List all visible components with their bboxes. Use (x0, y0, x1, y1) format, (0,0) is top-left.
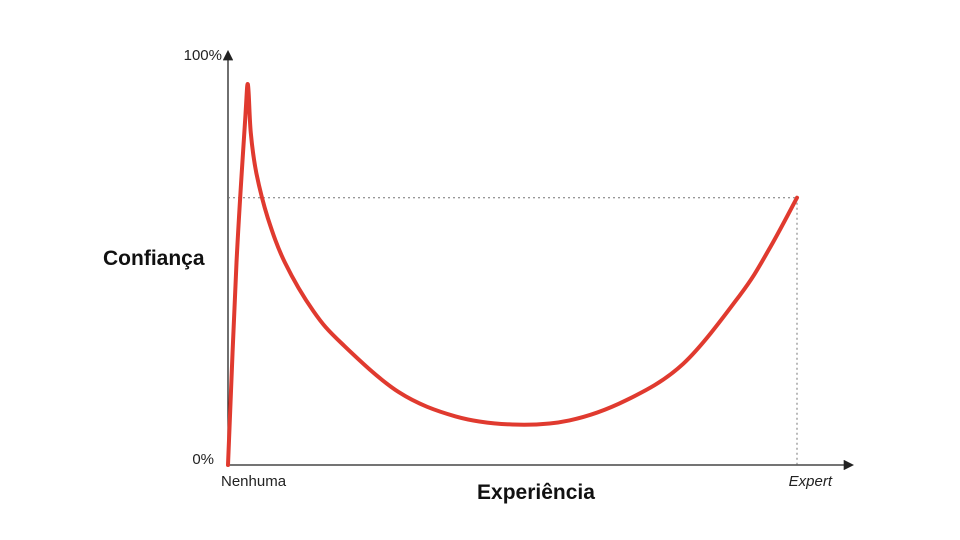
series-line-confidence (226, 82, 799, 467)
y-axis-title: Confiança (103, 247, 205, 270)
x-tick-label-end: Expert (789, 473, 833, 490)
y-tick-label-min: 0% (192, 451, 214, 468)
x-tick-label-start: Nenhuma (221, 473, 287, 490)
y-tick-label-max: 100% (184, 47, 222, 64)
x-axis-title: Experiência (477, 481, 595, 504)
